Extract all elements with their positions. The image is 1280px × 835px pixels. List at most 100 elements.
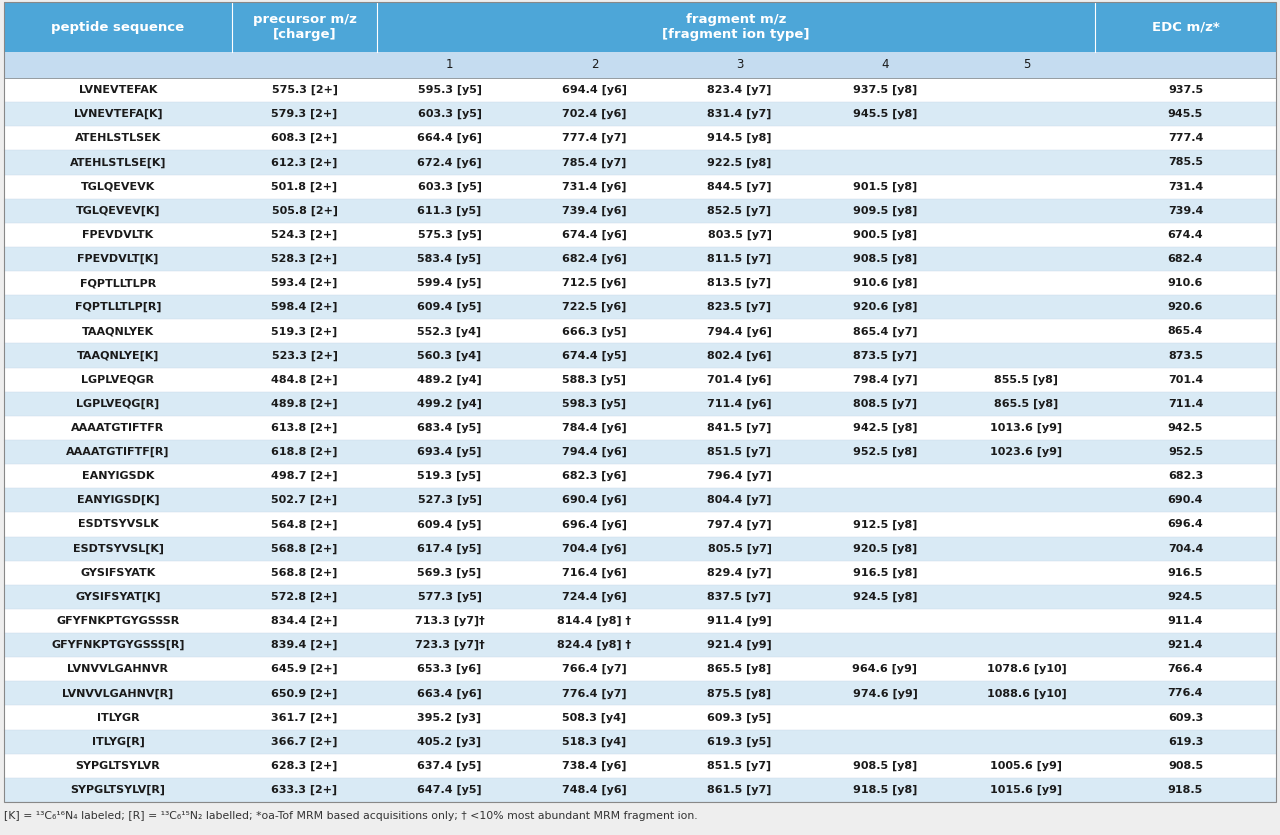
Text: LVNEVTEFA[K]: LVNEVTEFA[K] [74, 109, 163, 119]
Text: 900.5 [y8]: 900.5 [y8] [852, 230, 916, 240]
Text: GYSIFSYATK: GYSIFSYATK [81, 568, 156, 578]
Text: 964.6 [y9]: 964.6 [y9] [852, 664, 918, 675]
Text: 595.3 [y5]: 595.3 [y5] [417, 85, 481, 95]
Text: 609.3: 609.3 [1167, 712, 1203, 722]
Text: 527.3 [y5]: 527.3 [y5] [417, 495, 481, 505]
Text: 731.4 [y6]: 731.4 [y6] [562, 181, 627, 192]
Text: GYSIFSYAT[K]: GYSIFSYAT[K] [76, 592, 161, 602]
Text: 690.4: 690.4 [1167, 495, 1203, 505]
Text: 693.4 [y5]: 693.4 [y5] [417, 447, 481, 458]
Text: 560.3 [y4]: 560.3 [y4] [417, 351, 481, 361]
Bar [4, 367, 1276, 392]
Bar [4, 513, 1276, 537]
Bar [4, 706, 1276, 730]
Text: 766.4: 766.4 [1167, 665, 1203, 675]
Text: 952.5 [y8]: 952.5 [y8] [852, 447, 918, 458]
Text: [K] = ¹³C₆¹⁶N₄ labeled; [R] = ¹³C₆¹⁵N₂ labelled; *oa-Tof MRM based acquisitions : [K] = ¹³C₆¹⁶N₄ labeled; [R] = ¹³C₆¹⁵N₂ l… [4, 811, 698, 821]
Text: TGLQEVEVK: TGLQEVEVK [81, 181, 155, 191]
Text: 921.4 [y9]: 921.4 [y9] [707, 640, 772, 650]
Text: 916.5: 916.5 [1167, 568, 1203, 578]
Bar [232, 2, 378, 52]
Text: 528.3 [2+]: 528.3 [2+] [271, 254, 338, 264]
Text: 608.3 [2+]: 608.3 [2+] [271, 134, 338, 144]
Text: 696.4: 696.4 [1167, 519, 1203, 529]
Text: SYPGLTSYLVR: SYPGLTSYLVR [76, 761, 160, 771]
Text: 564.8 [2+]: 564.8 [2+] [271, 519, 338, 529]
Bar [1094, 2, 1276, 52]
Text: 609.4 [y5]: 609.4 [y5] [417, 519, 481, 529]
Text: 508.3 [y4]: 508.3 [y4] [562, 712, 627, 722]
Text: 808.5 [y7]: 808.5 [y7] [852, 398, 916, 409]
Bar [4, 537, 1276, 560]
Text: 593.4 [2+]: 593.4 [2+] [271, 278, 338, 288]
Bar [4, 730, 1276, 754]
Text: 690.4 [y6]: 690.4 [y6] [562, 495, 627, 505]
Text: 803.5 [y7]: 803.5 [y7] [708, 230, 772, 240]
Text: 366.7 [2+]: 366.7 [2+] [271, 736, 338, 746]
Text: 912.5 [y8]: 912.5 [y8] [852, 519, 918, 529]
Text: 2: 2 [591, 58, 598, 72]
Text: 484.8 [2+]: 484.8 [2+] [271, 375, 338, 385]
Text: 918.5: 918.5 [1167, 785, 1203, 795]
Text: 628.3 [2+]: 628.3 [2+] [271, 761, 338, 771]
Bar [667, 2, 812, 52]
Text: 682.3: 682.3 [1167, 471, 1203, 481]
Text: 650.9 [2+]: 650.9 [2+] [271, 688, 338, 699]
Text: 844.5 [y7]: 844.5 [y7] [708, 181, 772, 192]
Text: ATEHLSTLSEK: ATEHLSTLSEK [74, 134, 161, 144]
Text: 613.8 [2+]: 613.8 [2+] [271, 423, 338, 433]
Text: 916.5 [y8]: 916.5 [y8] [852, 568, 918, 578]
Text: 701.4 [y6]: 701.4 [y6] [708, 375, 772, 385]
Text: 920.6: 920.6 [1167, 302, 1203, 312]
Text: 579.3 [2+]: 579.3 [2+] [271, 109, 338, 119]
Text: 674.4 [y6]: 674.4 [y6] [562, 230, 627, 240]
Text: 502.7 [2+]: 502.7 [2+] [271, 495, 338, 505]
Text: 945.5 [y8]: 945.5 [y8] [852, 109, 918, 119]
Text: 920.6 [y8]: 920.6 [y8] [852, 302, 918, 312]
Text: 865.5 [y8]: 865.5 [y8] [995, 398, 1059, 409]
Bar [4, 681, 1276, 706]
Text: 583.4 [y5]: 583.4 [y5] [417, 254, 481, 264]
Text: LVNVVLGAHNVR: LVNVVLGAHNVR [68, 665, 169, 675]
Text: 704.4: 704.4 [1167, 544, 1203, 554]
Text: 841.5 [y7]: 841.5 [y7] [708, 423, 772, 433]
Text: 909.5 [y8]: 909.5 [y8] [852, 205, 918, 216]
Text: 920.5 [y8]: 920.5 [y8] [852, 544, 918, 554]
Text: 4: 4 [881, 58, 888, 72]
Text: fragment m/z
[fragment ion type]: fragment m/z [fragment ion type] [662, 13, 810, 41]
Text: 776.4: 776.4 [1167, 688, 1203, 698]
Text: 724.4 [y6]: 724.4 [y6] [562, 592, 627, 602]
Text: 738.4 [y6]: 738.4 [y6] [562, 761, 627, 771]
Text: 911.4 [y9]: 911.4 [y9] [707, 616, 772, 626]
Text: 711.4: 711.4 [1167, 399, 1203, 409]
Text: 3: 3 [736, 58, 744, 72]
Text: 609.4 [y5]: 609.4 [y5] [417, 302, 481, 312]
Text: 875.5 [y8]: 875.5 [y8] [708, 688, 772, 699]
Text: 777.4: 777.4 [1167, 134, 1203, 144]
Text: 748.4 [y6]: 748.4 [y6] [562, 785, 627, 795]
Text: SYPGLTSYLV[R]: SYPGLTSYLV[R] [70, 785, 165, 795]
Text: 855.5 [y8]: 855.5 [y8] [995, 375, 1059, 385]
Text: 924.5 [y8]: 924.5 [y8] [852, 592, 918, 602]
Text: 609.3 [y5]: 609.3 [y5] [708, 712, 772, 722]
Text: 617.4 [y5]: 617.4 [y5] [417, 544, 481, 554]
Text: 851.5 [y7]: 851.5 [y7] [708, 447, 772, 458]
Text: 1005.6 [y9]: 1005.6 [y9] [991, 761, 1062, 771]
Bar [522, 2, 667, 52]
Text: 682.4 [y6]: 682.4 [y6] [562, 254, 627, 264]
Text: LVNEVTEFAK: LVNEVTEFAK [79, 85, 157, 95]
Text: 523.3 [2+]: 523.3 [2+] [271, 351, 338, 361]
Text: TAAQNLYE[K]: TAAQNLYE[K] [77, 351, 159, 361]
Text: 811.5 [y7]: 811.5 [y7] [708, 254, 772, 264]
Text: 716.4 [y6]: 716.4 [y6] [562, 568, 627, 578]
Text: 674.4 [y5]: 674.4 [y5] [562, 351, 627, 361]
Text: 672.4 [y6]: 672.4 [y6] [417, 157, 481, 168]
Text: TAAQNLYEK: TAAQNLYEK [82, 326, 154, 337]
Text: ATEHLSTLSE[K]: ATEHLSTLSE[K] [69, 157, 166, 168]
Text: 839.4 [2+]: 839.4 [2+] [271, 640, 338, 650]
Text: 569.3 [y5]: 569.3 [y5] [417, 568, 481, 578]
Text: 489.2 [y4]: 489.2 [y4] [417, 375, 481, 385]
Text: 405.2 [y3]: 405.2 [y3] [417, 736, 481, 746]
Text: 702.4 [y6]: 702.4 [y6] [562, 109, 627, 119]
Text: 572.8 [2+]: 572.8 [2+] [271, 592, 338, 602]
